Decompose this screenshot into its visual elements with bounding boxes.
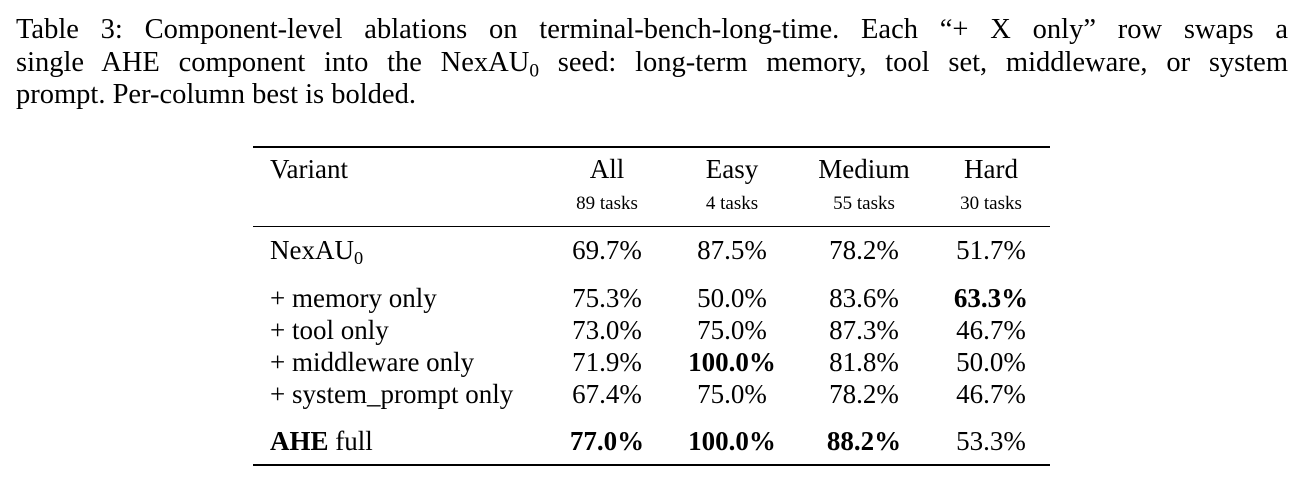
caption-line-1: Table 3: Component-level ablations on te… xyxy=(16,14,1288,45)
table-bottom-rule xyxy=(253,464,1050,466)
header-medium: Medium xyxy=(818,154,910,184)
caption-line-2-post: seed: long-term memory, tool set, middle… xyxy=(539,46,1288,78)
cell-ahe-easy: 100.0% xyxy=(688,426,776,456)
cell-middleware-all: 71.9% xyxy=(572,347,642,377)
subheader-medium: 55 tasks xyxy=(833,193,895,214)
subheader-hard: 30 tasks xyxy=(960,193,1022,214)
row-variant-ahe-rest: full xyxy=(328,426,373,456)
row-variant-middleware: + middleware only xyxy=(270,347,475,377)
row-variant-system-prompt: + system_prompt only xyxy=(270,379,514,409)
header-rule xyxy=(253,226,1050,227)
cell-system-prompt-easy: 75.0% xyxy=(697,379,767,409)
cell-middleware-easy: 100.0% xyxy=(688,347,776,377)
cell-system-prompt-medium: 78.2% xyxy=(829,379,899,409)
cell-memory-medium: 83.6% xyxy=(829,283,899,313)
row-variant-ahe-bold: AHE xyxy=(270,426,329,456)
table-top-rule xyxy=(253,146,1050,148)
caption-subscript: 0 xyxy=(529,59,540,81)
row-variant-memory: + memory only xyxy=(270,283,437,313)
cell-ahe-hard: 53.3% xyxy=(956,426,1026,456)
subheader-all: 89 tasks xyxy=(576,193,638,214)
caption-line-2: single AHE component into the NexAU0 see… xyxy=(16,46,1288,81)
cell-system-prompt-all: 67.4% xyxy=(572,379,642,409)
row-variant-nexau-main: NexAU xyxy=(270,235,354,265)
cell-memory-hard: 63.3% xyxy=(953,283,1029,313)
row-variant-nexau-sub: 0 xyxy=(353,248,364,269)
cell-middleware-medium: 81.8% xyxy=(829,347,899,377)
row-variant-nexau: NexAU0 xyxy=(270,235,364,269)
ablation-table: Variant All Easy Medium Hard 89 tasks 4 … xyxy=(253,146,1050,468)
cell-memory-easy: 50.0% xyxy=(697,283,767,313)
cell-nexau-all: 69.7% xyxy=(572,235,642,265)
row-variant-ahe-full: AHE full xyxy=(270,426,373,456)
header-easy: Easy xyxy=(705,154,759,184)
cell-nexau-medium: 78.2% xyxy=(829,235,899,265)
header-variant: Variant xyxy=(270,154,348,184)
cell-middleware-hard: 50.0% xyxy=(956,347,1026,377)
row-variant-tool: + tool only xyxy=(270,315,389,345)
header-all: All xyxy=(589,154,625,184)
cell-tool-easy: 75.0% xyxy=(697,315,767,345)
cell-tool-medium: 87.3% xyxy=(829,315,899,345)
cell-ahe-medium: 88.2% xyxy=(826,426,902,456)
cell-ahe-all: 77.0% xyxy=(569,426,645,456)
header-hard: Hard xyxy=(964,154,1018,184)
subheader-easy: 4 tasks xyxy=(705,193,759,214)
cell-tool-hard: 46.7% xyxy=(956,315,1026,345)
cell-nexau-hard: 51.7% xyxy=(956,235,1026,265)
cell-tool-all: 73.0% xyxy=(572,315,642,345)
table-caption: Table 3: Component-level ablations on te… xyxy=(16,14,1288,112)
cell-system-prompt-hard: 46.7% xyxy=(956,379,1026,409)
caption-line-2-pre: single AHE component into the NexAU xyxy=(16,46,530,78)
caption-line-3: prompt. Per-column best is bolded. xyxy=(16,79,416,110)
cell-nexau-easy: 87.5% xyxy=(697,235,767,265)
cell-memory-all: 75.3% xyxy=(572,283,642,313)
